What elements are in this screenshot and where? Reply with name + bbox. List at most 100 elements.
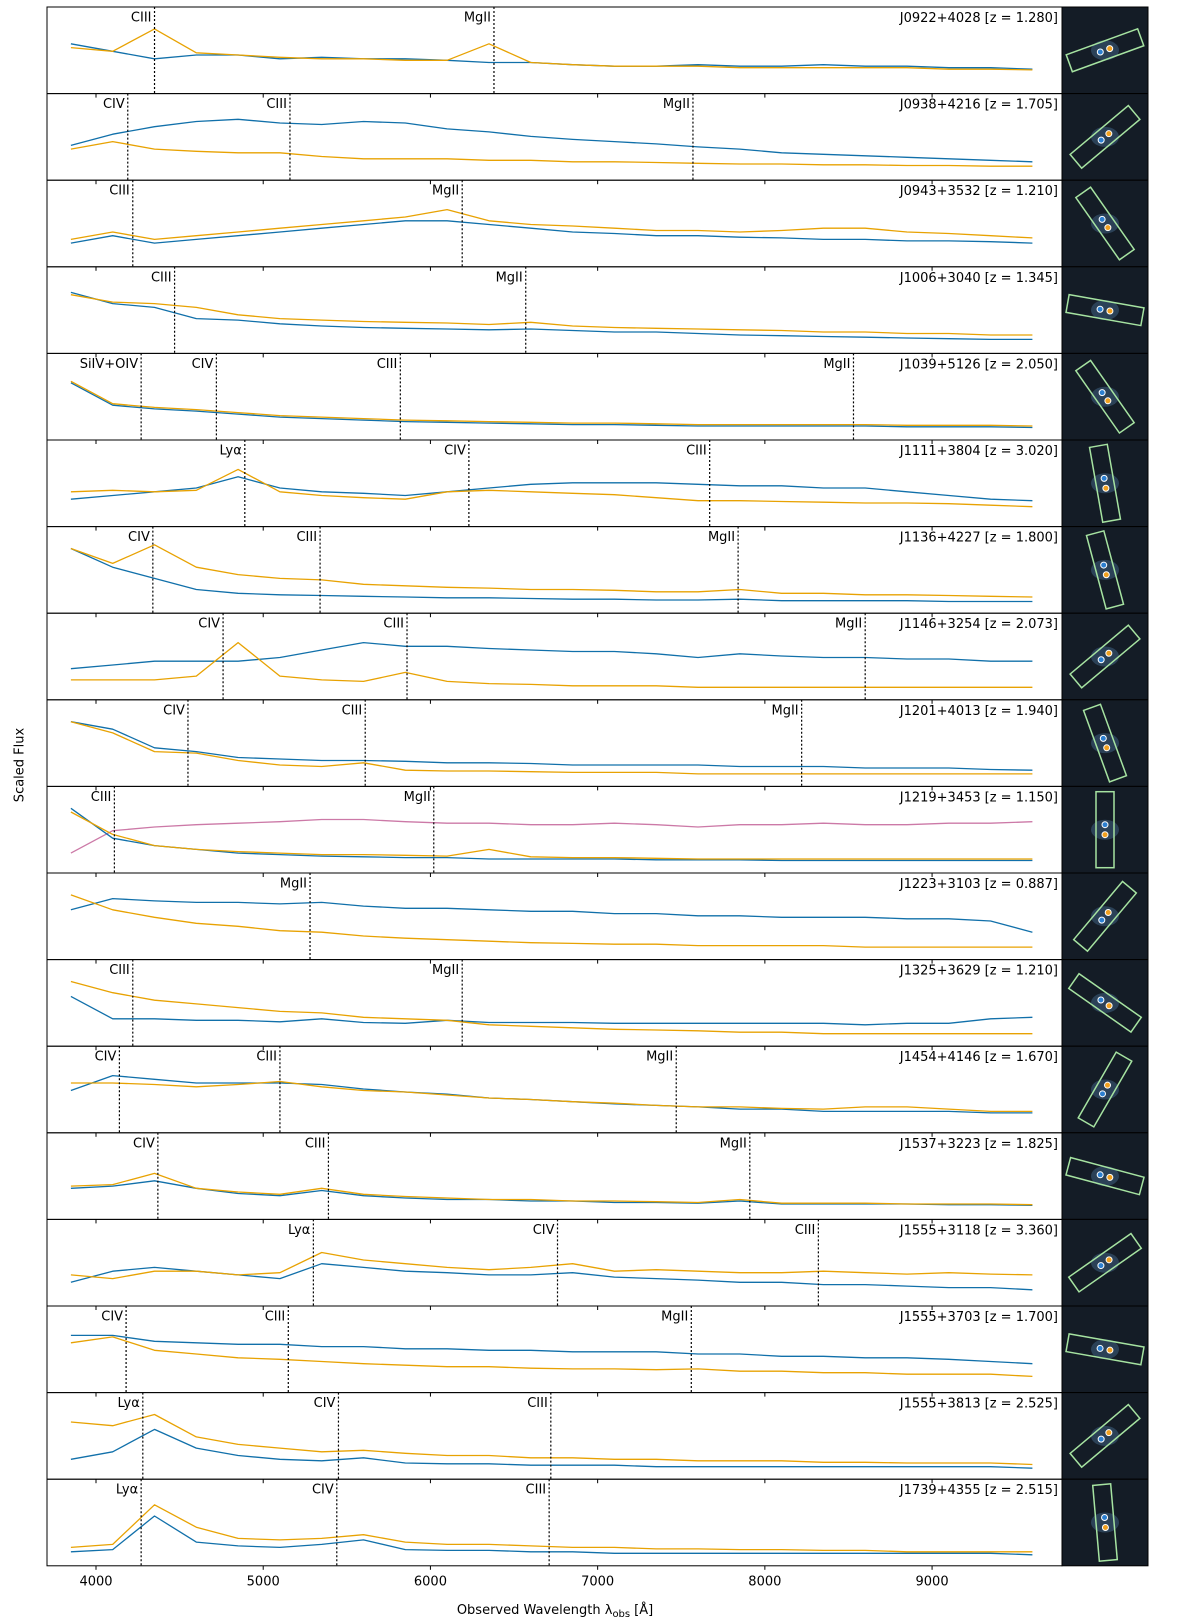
emission-line-label: CIII [383,617,404,632]
emission-line-label: CIV [95,1050,117,1065]
emission-line-label: MgII [646,1050,673,1065]
spectrum-line [70,1180,1033,1207]
panel: Lyα CIV CIII J1555+3813 [z = 2.525] [46,1392,1149,1484]
object-redshift: [z = 3.360] [985,1223,1058,1238]
emission-line-label: MgII [661,1310,688,1325]
thumbnail-source [1102,571,1110,579]
object-redshift: [z = 1.825] [985,1136,1058,1151]
emission-line-label: Lyα [220,444,242,459]
x-axis-label-text: Observed Wavelength λ [457,1603,613,1618]
spectrum-line [70,547,1033,603]
thumbnail-slit [1095,790,1115,869]
panel: CIII MgII J1325+3629 [z = 1.210] [46,959,1149,1051]
object-redshift: [z = 1.940] [985,703,1058,718]
thumbnail-source [1106,307,1114,315]
thumbnail-glow [1091,386,1119,407]
emission-line-label: Lyα [288,1223,310,1238]
panel: CIII MgII J1006+3040 [z = 1.345] [46,266,1149,358]
emission-line-label: CIV [198,617,220,632]
object-label: J0922+4028 [z = 1.280] [899,11,1058,26]
spectrum-line [70,1413,1033,1466]
object-redshift: [z = 1.280] [985,11,1058,26]
emission-line-label: CIII [151,270,172,285]
thumbnail-slit [1072,880,1138,953]
object-redshift: [z = 1.700] [985,1310,1058,1325]
object-name: J1111+3804 [899,444,981,459]
spectrum-line [70,897,1033,933]
emission-line-label: CIII [91,790,112,805]
spectrum-line [70,1504,1033,1553]
thumbnail-glow [1091,1166,1119,1187]
thumbnail-source [1105,649,1113,657]
thumbnail-source [1104,397,1112,405]
emission-line-label: CIII [296,530,317,545]
object-label: J1039+5126 [z = 2.050] [899,357,1058,372]
thumbnail [1061,352,1149,441]
object-redshift: [z = 1.210] [985,184,1058,199]
thumbnail [1061,1305,1149,1394]
emission-line-label: MgII [404,790,431,805]
object-label: J0943+3532 [z = 1.210] [899,184,1058,199]
thumbnail-glow [1091,1512,1119,1533]
thumbnail [1061,612,1149,701]
thumbnail [1061,179,1149,268]
object-redshift: [z = 2.073] [985,617,1058,632]
object-name: J1223+3103 [899,877,981,892]
x-tick-label: 6000 [414,1574,447,1589]
spectrum-line [70,468,1033,508]
emission-line-label: Lyα [118,1396,140,1411]
emission-line-label: CIV [533,1223,555,1238]
panel: CIII MgII J0922+4028 [z = 1.280] [46,6,1149,98]
spectrum-line [70,208,1033,241]
object-redshift: [z = 2.525] [985,1396,1058,1411]
thumbnail [1061,439,1149,528]
emission-line-label: CIII [265,1310,286,1325]
thumbnail [1061,1218,1149,1307]
emission-line-label: CIV [128,530,150,545]
spectrum-line [70,807,1033,862]
emission-line-label: CIII [266,97,287,112]
object-redshift: [z = 1.150] [985,790,1058,805]
thumbnail-slit [1065,1156,1145,1196]
emission-line-label: CIV [314,1396,336,1411]
object-redshift: [z = 1.670] [985,1050,1058,1065]
object-redshift: [z = 2.050] [985,357,1058,372]
emission-line-label: CIV [163,703,185,718]
spectrum-line [70,1080,1033,1113]
thumbnail-glow [1091,1252,1119,1273]
spectrum-line [70,220,1033,244]
spectrum-line [70,28,1033,71]
thumbnail-source [1102,484,1110,492]
thumbnail [1061,1392,1149,1480]
thumbnail-source [1105,1002,1113,1010]
thumbnail-glow [1091,992,1119,1013]
spectrum-line [70,1336,1033,1378]
thumbnail [1061,1045,1149,1134]
thumbnail-glow [1091,40,1119,61]
thumbnail-source [1098,916,1106,924]
thumbnail-source [1104,1081,1111,1089]
object-name: J1739+4355 [899,1483,981,1498]
x-tick-label: 5000 [247,1574,280,1589]
thumbnail-source [1097,136,1105,144]
emission-line-label: CIV [312,1483,334,1498]
spectrum-line [70,1263,1033,1291]
object-label: J1555+3813 [z = 2.525] [899,1396,1058,1411]
thumbnail-slit [1074,359,1136,435]
thumbnail-glow [1091,906,1119,927]
object-label: J1555+3703 [z = 1.700] [899,1310,1058,1325]
panel: CIV CIII MgII J1537+3223 [z = 1.825] [46,1132,1149,1224]
emission-line-label: MgII [720,1136,747,1151]
x-axis-label-sub: obs [612,1609,630,1620]
spectrum-line [70,43,1033,70]
spectrum-line [70,476,1033,502]
emission-line-label: CIV [192,357,214,372]
spectrum-line [70,140,1033,167]
thumbnail-glow [1091,559,1119,580]
thumbnail-source [1101,1523,1109,1531]
emission-line-label: MgII [708,530,735,545]
spectrum-line [70,291,1033,341]
spectrum-line [70,1515,1033,1556]
spectrum-line [70,294,1033,336]
